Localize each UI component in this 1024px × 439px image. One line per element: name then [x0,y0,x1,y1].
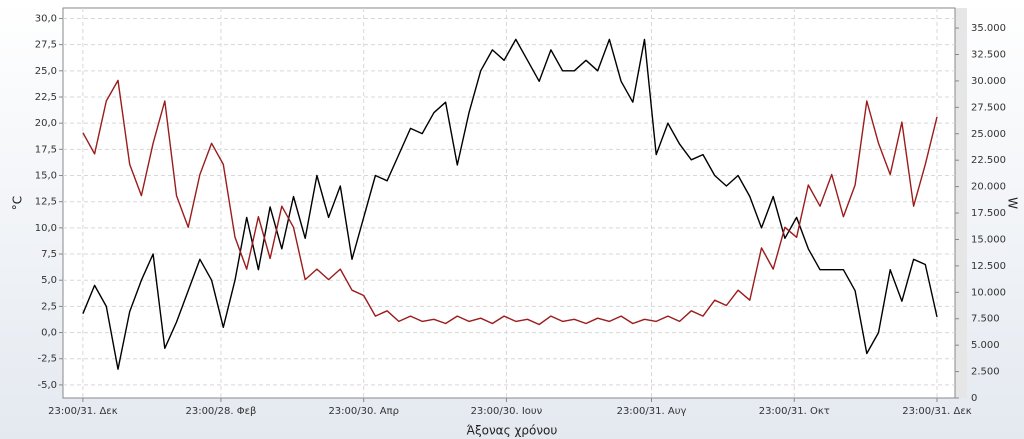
y2-tick-label: 17.500 [971,208,1006,219]
y-tick-label: 5,0 [41,275,57,286]
y-tick-label: 0,0 [41,328,57,339]
y2-tick-label: 32.500 [971,50,1006,61]
y2-tick-label: 2.500 [971,367,1000,378]
y2-tick-label: 7.500 [971,314,1000,325]
x-tick-label: 23:00/31. Οκτ [759,406,830,417]
y-tick-label: 27,5 [35,40,57,51]
y2-axis-band [955,8,967,398]
y-tick-label: 10,0 [35,223,57,234]
y2-axis-title: W [1006,197,1020,209]
y2-tick-label: 15.000 [971,234,1006,245]
x-tick-label: 23:00/31. Αυγ [617,406,687,417]
y2-tick-label: 30.000 [971,76,1006,87]
data-line [82,38,938,370]
y-tick-label: 2,5 [41,301,57,312]
y2-tick-label: 35.000 [971,23,1006,34]
data-line [82,79,938,326]
y-tick-label: 12,5 [35,197,57,208]
y2-tick-label: 22.500 [971,155,1006,166]
y-tick-label: -5,0 [37,380,57,391]
x-tick-label: 23:00/28. Φεβ [185,406,256,417]
x-axis-title: Άξονας χρόνου [467,424,558,438]
y-axis-title: °C [11,196,25,210]
y-tick-label: 15,0 [35,171,57,182]
y2-tick-label: 0 [971,393,977,404]
y-tick-label: 30,0 [35,13,57,24]
y2-tick-label: 20.000 [971,182,1006,193]
x-tick-label: 23:00/30. Απρ [328,406,398,417]
y-tick-label: -2,5 [37,354,57,365]
x-tick-label: 23:00/30. Ιουν [471,406,543,417]
y-tick-label: 17,5 [35,144,57,155]
y2-tick-label: 10.000 [971,287,1006,298]
y2-tick-label: 12.500 [971,261,1006,272]
y2-tick-label: 25.000 [971,129,1006,140]
x-tick-label: 23:00/31. Δεκ [902,406,972,417]
y2-tick-label: 5.000 [971,340,1000,351]
y-tick-label: 25,0 [35,66,57,77]
y2-tick-label: 27.500 [971,102,1006,113]
y-tick-label: 20,0 [35,118,57,129]
x-tick-label: 23:00/31. Δεκ [48,406,118,417]
y-tick-label: 7,5 [41,249,57,260]
y-tick-label: 22,5 [35,92,57,103]
